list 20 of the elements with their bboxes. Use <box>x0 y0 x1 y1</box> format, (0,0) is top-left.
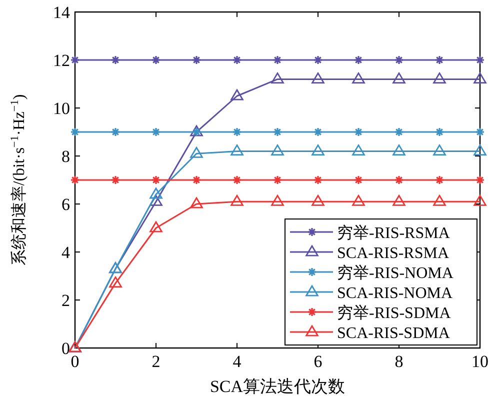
x-tick-label: 2 <box>152 352 160 371</box>
legend-label: SCA-RIS-RSMA <box>337 245 450 262</box>
y-tick-label: 0 <box>62 339 70 358</box>
legend-label: 穷举-RIS-SDMA <box>337 304 452 322</box>
x-tick-label: 10 <box>472 352 488 371</box>
legend-label: SCA-RIS-NOMA <box>337 285 454 302</box>
legend-label: 穷举-RIS-RSMA <box>337 224 450 242</box>
x-tick-label: 8 <box>394 352 404 371</box>
x-axis-title: SCA算法迭代次数 <box>210 377 346 396</box>
x-tick-label: 4 <box>232 352 242 371</box>
x-tick-label: 6 <box>314 352 322 371</box>
y-tick-label: 4 <box>62 243 70 262</box>
legend-label: SCA-RIS-SDMA <box>337 325 450 342</box>
y-tick-label: 2 <box>62 291 70 310</box>
y-tick-label: 6 <box>62 195 70 214</box>
y-tick-label: 12 <box>53 51 70 70</box>
y-tick-label: 14 <box>53 3 70 22</box>
legend-label: 穷举-RIS-NOMA <box>337 264 454 282</box>
y-tick-label: 10 <box>53 99 70 118</box>
y-tick-label: 8 <box>62 147 70 166</box>
